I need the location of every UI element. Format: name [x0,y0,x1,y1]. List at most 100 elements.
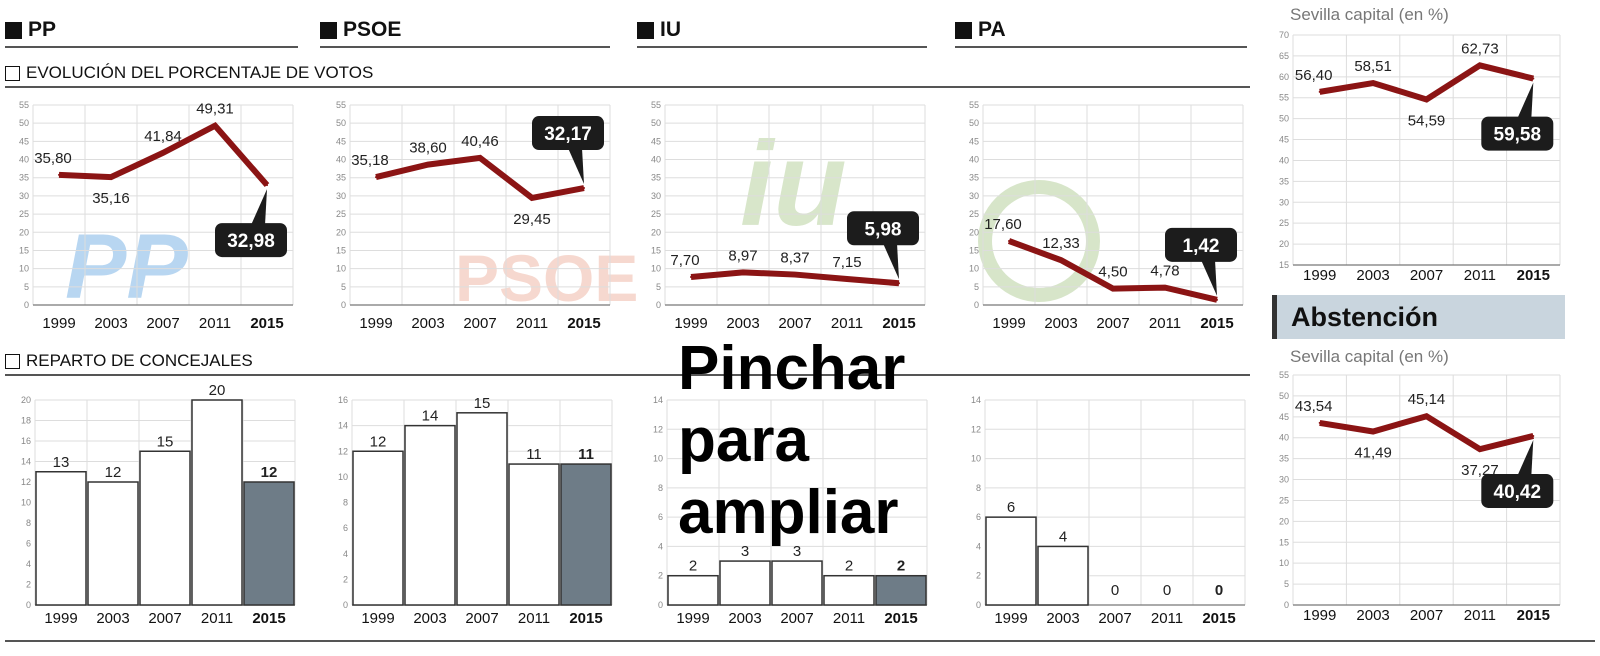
y-tick-label: 10 [971,454,981,464]
checkbox-square-icon [5,353,20,369]
checkbox-square-icon [5,65,20,81]
x-tick-label: 2011 [1149,315,1181,332]
y-tick-label: 2 [343,574,348,584]
party-header-iu: IU [637,14,927,48]
data-point [1164,286,1166,289]
data-point [1318,90,1321,93]
bar-label: 12 [370,433,387,450]
data-point [58,173,60,176]
data-point [1372,430,1375,433]
y-tick-label: 20 [1279,239,1289,249]
bar [456,412,508,606]
overlay-line: Pinchar [678,334,906,403]
abstention-title: Abstención [1272,295,1565,339]
y-tick-label: 15 [336,245,346,255]
y-tick-label: 12 [338,446,348,456]
data-label: 43,54 [1295,398,1333,415]
x-tick-label: 2003 [413,610,446,627]
y-tick-label: 14 [338,421,348,431]
data-point [1478,64,1481,67]
y-tick-label: 35 [969,173,979,183]
data-point [162,151,164,154]
x-tick-label: 2007 [778,315,811,332]
square-icon [955,21,972,39]
y-tick-label: 10 [19,264,29,274]
party-name: PA [978,18,1006,41]
data-label: 35,18 [351,152,389,169]
callout-box [847,211,919,246]
y-tick-label: 20 [651,227,661,237]
y-tick-label: 25 [1279,495,1289,505]
data-point [110,176,112,179]
bar-label: 0 [1111,582,1119,599]
bar-label: 2 [689,558,697,575]
y-tick-label: 50 [19,118,29,128]
data-label: 4,50 [1098,264,1127,281]
square-icon [637,21,654,39]
data-label: 56,40 [1295,67,1333,84]
party-header-psoe: PSOE [320,14,610,48]
data-point [1216,298,1218,301]
section-title: REPARTO DE CONCEJALES [26,351,253,370]
callout-box [532,116,604,151]
x-tick-label: 1999 [992,315,1025,332]
bar-label: 12 [261,464,278,481]
data-point [427,163,429,166]
y-tick-label: 55 [336,100,346,110]
bar [823,574,875,606]
y-tick-label: 0 [24,300,29,310]
y-tick-label: 30 [336,191,346,201]
y-tick-label: 30 [1279,197,1289,207]
x-tick-label: 1999 [1303,607,1336,624]
chart-pa-votes: 0 5 10 15 20 25 30 35 40 45 50 55 1999 2003 2007 2011 20… [969,100,1244,332]
y-tick-label: 0 [974,300,979,310]
y-tick-label: 50 [1279,114,1289,124]
y-tick-label: 60 [1279,72,1289,82]
data-point [1112,287,1114,290]
y-tick-label: 55 [969,100,979,110]
chart-abstention: 0 5 10 15 20 25 30 35 40 45 50 55 1999 2003 2007 2011 20… [1279,370,1561,624]
data-point [583,187,585,190]
x-tick-label: 2003 [96,610,129,627]
data-label: 29,45 [513,211,551,228]
data-point [1478,448,1481,451]
y-tick-label: 50 [651,118,661,128]
y-tick-label: 40 [1279,433,1289,443]
y-tick-label: 8 [976,483,981,493]
enlarge-link[interactable]: Pinchar para ampliar [678,333,905,549]
y-tick-label: 12 [21,477,31,487]
y-tick-label: 25 [1279,218,1289,228]
participation-subtitle: Sevilla capital (en %) [1290,5,1449,24]
y-tick-label: 50 [969,118,979,128]
y-tick-label: 5 [24,282,29,292]
y-tick-label: 2 [658,571,663,581]
bar [985,516,1037,606]
bar [139,450,191,606]
data-point [898,282,900,285]
chart-psoe-seats: 0 2 4 6 8 10 12 14 16 1999 2003 2007 2011 2015 12 14 15 1… [338,395,613,627]
bar-label: 3 [741,543,749,560]
chart-participation: 15 20 25 30 35 40 45 50 55 60 65 70 1999 2003 2007 2011… [1279,30,1561,284]
y-tick-label: 55 [1279,370,1289,380]
bar-label: 20 [209,382,226,399]
y-tick-label: 5 [1284,579,1289,589]
x-tick-label: 2007 [146,315,179,332]
bar-label: 2 [845,558,853,575]
bar [404,424,456,606]
y-tick-label: 4 [976,541,981,551]
y-tick-label: 40 [1279,155,1289,165]
x-tick-label: 2015 [884,610,917,627]
y-tick-label: 15 [969,245,979,255]
y-tick-label: 16 [338,395,348,405]
data-label-current: 32,17 [544,124,592,145]
series-line [1319,412,1535,453]
data-label: 35,80 [34,150,72,167]
y-tick-label: 10 [651,264,661,274]
x-tick-label: 2011 [201,610,233,627]
y-tick-label: 8 [658,483,663,493]
y-tick-label: 40 [651,155,661,165]
section-votes-heading: EVOLUCIÓN DEL PORCENTAJE DE VOTOS [5,60,1250,88]
x-tick-label: 1999 [44,610,77,627]
callout-box [1481,116,1554,151]
chart-psoe-votes: 0 5 10 15 20 25 30 35 40 45 50 55 1999 2003 2007 2011 20… [336,100,611,332]
